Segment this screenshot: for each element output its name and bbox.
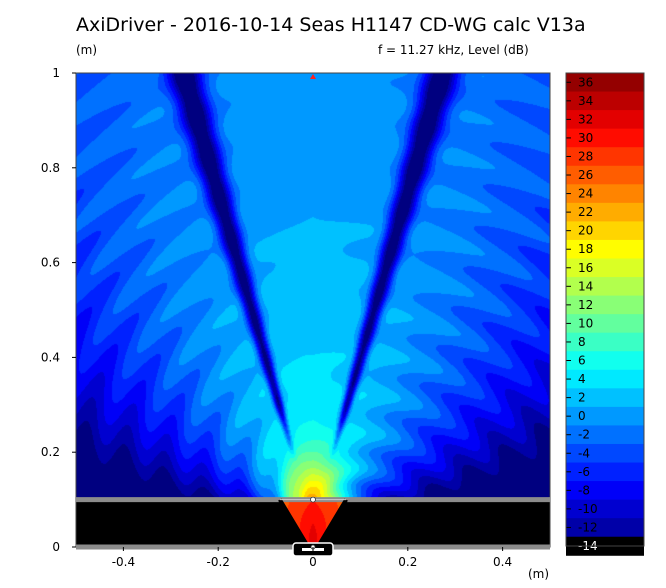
colorbar-cell (566, 518, 644, 538)
y-tick-label: 0.2 (41, 445, 60, 459)
colorbar-tick-label: 6 (578, 354, 586, 368)
y-tick-label: 0.6 (41, 256, 60, 270)
colorbar-cell (566, 388, 644, 408)
colorbar-cell (566, 425, 644, 445)
colorbar-cell (566, 481, 644, 501)
y-axis-unit: (m) (76, 43, 98, 57)
colorbar-cell (566, 147, 644, 167)
colorbar-cell (566, 239, 644, 259)
colorbar-cell (566, 277, 644, 297)
colorbar-tick-label: -12 (578, 520, 598, 534)
y-tick-label: 0 (52, 540, 60, 554)
colorbar-tick-label: 22 (578, 205, 593, 219)
x-tick-label: 0 (309, 555, 317, 569)
y-tick-label: 0.8 (41, 161, 60, 175)
colorbar-cell (566, 110, 644, 130)
colorbar-cell (566, 165, 644, 185)
colorbar-tick-label: -10 (578, 502, 598, 516)
colorbar-tick-label: 32 (578, 112, 593, 126)
mouth-center-marker (310, 496, 316, 503)
colorbar-tick-label: 4 (578, 372, 586, 386)
colorbar-tick-label: 10 (578, 316, 593, 330)
colorbar-tick-label: 2 (578, 391, 586, 405)
x-axis-ticks: -0.4 -0.2 0 0.2 0.4 (112, 547, 512, 569)
x-tick-label: 0.2 (398, 555, 417, 569)
colorbar-cell (566, 202, 644, 222)
colorbar-labels: 363432302826242220181614121086420-2-4-6-… (566, 75, 598, 553)
colorbar-frame (565, 72, 645, 547)
colorbar-cell (566, 184, 644, 204)
colorbar-cells (566, 73, 644, 556)
colorbar-tick-label: 30 (578, 131, 593, 145)
y-axis-ticks: 0 0.2 0.4 0.6 0.8 1 (41, 66, 76, 554)
colorbar-tick-label: 16 (578, 261, 593, 275)
colorbar-tick-label: -8 (578, 483, 590, 497)
colorbar-tick-label: 28 (578, 149, 593, 163)
colorbar-cell (566, 499, 644, 519)
x-tick-label: -0.4 (112, 555, 135, 569)
colorbar-tick-label: -2 (578, 428, 590, 442)
colorbar-tick-label: 36 (578, 75, 593, 89)
colorbar-cell (566, 351, 644, 371)
colorbar-cell (566, 462, 644, 482)
colorbar-tick-label: 20 (578, 224, 593, 238)
colorbar-cell (566, 406, 644, 426)
colorbar-tick-label: 24 (578, 187, 593, 201)
colorbar-tick-label: 26 (578, 168, 593, 182)
colorbar-cell (566, 295, 644, 315)
colorbar-cell (566, 258, 644, 278)
colorbar-cell (566, 128, 644, 148)
heatmap-field (76, 73, 550, 547)
chart-title: AxiDriver - 2016-10-14 Seas H1147 CD-WG … (76, 14, 586, 36)
colorbar-cell (566, 314, 644, 334)
colorbar-tick-label: 34 (578, 94, 593, 108)
colorbar-cell (566, 221, 644, 241)
x-axis-unit: (m) (528, 567, 550, 581)
observer-marker (310, 74, 316, 79)
y-tick-label: 1 (52, 66, 60, 80)
colorbar-tick-label: 14 (578, 279, 593, 293)
colorbar-cell (566, 91, 644, 111)
frequency-level-label: f = 11.27 kHz, Level (dB) (378, 43, 529, 57)
colorbar-tick-label: 0 (578, 409, 586, 423)
x-tick-label: 0.4 (493, 555, 512, 569)
colorbar-tick-label: -6 (578, 465, 590, 479)
x-tick-label: -0.2 (206, 555, 229, 569)
colorbar-cell (566, 369, 644, 389)
y-tick-label: 0.4 (41, 350, 60, 364)
colorbar-tick-label: 12 (578, 298, 593, 312)
colorbar-cell (566, 332, 644, 352)
colorbar-cell (566, 73, 644, 93)
colorbar-tick-label: -4 (578, 446, 590, 460)
colorbar-tick-label: 8 (578, 335, 586, 349)
colorbar-tick-label: 18 (578, 242, 593, 256)
colorbar-cell (566, 443, 644, 464)
